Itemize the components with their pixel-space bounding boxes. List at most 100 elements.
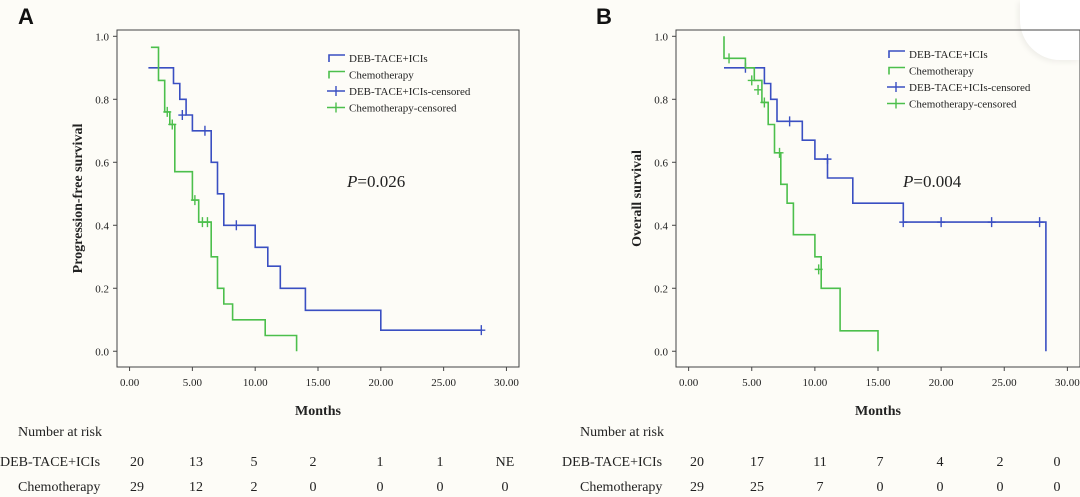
legend-entry: Chemotherapy bbox=[349, 70, 414, 82]
x-tick-label: 0.00 bbox=[679, 377, 699, 389]
p-value-symbol: P bbox=[902, 172, 913, 191]
p-value-annotation: P=0.026 bbox=[346, 172, 405, 191]
censor-mark bbox=[163, 106, 172, 117]
risk-count: 4 bbox=[937, 455, 944, 470]
risk-count: 1 bbox=[377, 455, 384, 470]
censor-mark bbox=[477, 325, 486, 336]
y-tick-label: 0.0 bbox=[95, 346, 109, 358]
chart-panel-a: 0.0 0.2 0.4 0.6 0.8 1.0 0.00 5.00 10.00 15.00 20.0… bbox=[0, 29, 520, 495]
censor-mark bbox=[987, 217, 996, 228]
censor-mark bbox=[203, 217, 212, 228]
x-tick-label: 0.00 bbox=[120, 377, 140, 389]
legend-swatch bbox=[888, 50, 905, 58]
legend-entry: Chemotherapy bbox=[909, 66, 974, 78]
legend-entry: Chemotherapy-censored bbox=[349, 103, 457, 115]
x-tick-label: 10.00 bbox=[243, 377, 268, 389]
y-tick-label: 0.6 bbox=[95, 157, 109, 169]
risk-count: 2 bbox=[251, 480, 258, 495]
risk-count: NE bbox=[496, 455, 515, 470]
risk-count: 0 bbox=[1054, 455, 1061, 470]
x-tick-label: 10.00 bbox=[803, 377, 828, 389]
risk-count: 12 bbox=[189, 480, 203, 495]
risk-count: 0 bbox=[877, 480, 884, 495]
risk-count: 2 bbox=[310, 455, 317, 470]
risk-count: 0 bbox=[437, 480, 444, 495]
risk-count: 7 bbox=[817, 480, 824, 495]
legend-entry: DEB-TACE+ICIs-censored bbox=[909, 82, 1031, 94]
p-value-symbol: P bbox=[346, 172, 357, 191]
y-tick-label: 0.2 bbox=[95, 283, 109, 295]
censor-mark bbox=[200, 125, 209, 136]
censor-mark bbox=[747, 75, 756, 86]
legend-entry: DEB-TACE+ICIs bbox=[909, 49, 988, 61]
risk-count: 0 bbox=[937, 480, 944, 495]
risk-count: 0 bbox=[377, 480, 384, 495]
legend-entry: Chemotherapy-censored bbox=[909, 99, 1017, 111]
censor-mark bbox=[823, 154, 832, 165]
censor-mark bbox=[1035, 217, 1044, 228]
x-tick-label: 15.00 bbox=[306, 377, 331, 389]
y-tick-label: 0.4 bbox=[95, 220, 109, 232]
risk-count: 17 bbox=[750, 455, 764, 470]
risk-count: 2 bbox=[997, 455, 1004, 470]
risk-count: 29 bbox=[130, 480, 144, 495]
risk-count: 11 bbox=[813, 455, 826, 470]
legend-swatch bbox=[888, 66, 905, 75]
x-tick-label: 30.00 bbox=[1055, 377, 1080, 389]
x-tick-label: 15.00 bbox=[866, 377, 891, 389]
censor-mark bbox=[937, 217, 946, 228]
x-axis-title: Months bbox=[295, 404, 341, 419]
p-value-number: =0.026 bbox=[357, 172, 405, 191]
censor-mark bbox=[814, 264, 823, 275]
legend-swatch bbox=[328, 54, 345, 62]
risk-count: 13 bbox=[189, 455, 203, 470]
x-tick-label: 25.00 bbox=[992, 377, 1017, 389]
risk-count: 0 bbox=[310, 480, 317, 495]
censor-mark bbox=[190, 195, 199, 206]
x-axis-title: Months bbox=[855, 404, 901, 419]
risk-row-label: Chemotherapy bbox=[580, 480, 662, 495]
km-curve-deb-tace-icis bbox=[724, 67, 1047, 352]
risk-count: 0 bbox=[502, 480, 509, 495]
y-tick-label: 0.8 bbox=[95, 94, 109, 106]
censor-mark bbox=[725, 53, 734, 64]
risk-row-label: DEB-TACE+ICIs bbox=[562, 455, 662, 470]
legend-entry: DEB-TACE+ICIs-censored bbox=[349, 86, 471, 98]
y-tick-label: 0.0 bbox=[654, 346, 668, 358]
y-tick-label: 0.6 bbox=[654, 157, 668, 169]
censor-mark bbox=[168, 119, 177, 130]
risk-count: 20 bbox=[130, 455, 144, 470]
risk-count: 1 bbox=[437, 455, 444, 470]
y-tick-label: 0.8 bbox=[654, 94, 668, 106]
risk-count: 0 bbox=[997, 480, 1004, 495]
censor-mark bbox=[178, 110, 187, 121]
risk-count: 29 bbox=[690, 480, 704, 495]
panel-label-a: A bbox=[18, 4, 34, 29]
y-axis-title: Overall survival bbox=[630, 150, 645, 247]
risk-count: 25 bbox=[750, 480, 764, 495]
x-tick-label: 25.00 bbox=[431, 377, 456, 389]
x-tick-label: 5.00 bbox=[742, 377, 762, 389]
x-tick-label: 5.00 bbox=[183, 377, 203, 389]
risk-table-header: Number at risk bbox=[18, 425, 102, 440]
y-tick-label: 0.4 bbox=[654, 220, 668, 232]
plot-frame bbox=[675, 29, 1080, 368]
x-tick-label: 20.00 bbox=[368, 377, 393, 389]
plot-frame bbox=[116, 29, 520, 368]
censor-mark bbox=[232, 220, 241, 231]
y-axis-title: Progression-free survival bbox=[71, 124, 86, 274]
p-value-annotation: P=0.004 bbox=[902, 172, 962, 191]
legend-swatch bbox=[328, 70, 345, 79]
risk-row-label: DEB-TACE+ICIs bbox=[0, 455, 100, 470]
x-tick-label: 20.00 bbox=[929, 377, 954, 389]
risk-count: 7 bbox=[877, 455, 884, 470]
x-tick-label: 30.00 bbox=[494, 377, 519, 389]
p-value-number: =0.004 bbox=[913, 172, 961, 191]
risk-row-label: Chemotherapy bbox=[18, 480, 100, 495]
y-tick-label: 1.0 bbox=[654, 31, 668, 43]
panel-label-b: B bbox=[596, 4, 612, 29]
risk-table-header: Number at risk bbox=[580, 425, 664, 440]
censor-mark bbox=[775, 147, 784, 158]
chart-panel-b: 0.0 0.2 0.4 0.6 0.8 1.0 0.00 5.00 10.00 15.00 20.0… bbox=[562, 29, 1080, 495]
